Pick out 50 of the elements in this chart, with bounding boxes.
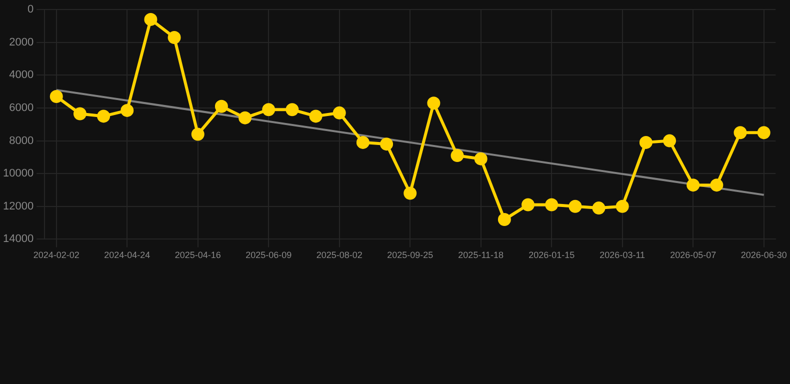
point	[380, 138, 394, 151]
y-tick-label: 12000	[2, 200, 34, 212]
point	[309, 110, 322, 123]
x-tick-label: 2026-01-15	[528, 250, 575, 260]
x-tick-label: 2024-02-02	[33, 250, 80, 260]
y-tick-label: 2000	[9, 36, 34, 48]
point	[214, 100, 228, 113]
y-tick-label: 14000	[2, 233, 34, 246]
x-tick-label: 2026-03-11	[600, 250, 646, 260]
point	[686, 178, 700, 192]
point	[522, 198, 535, 212]
point	[262, 103, 276, 116]
y-tick-label: 0	[27, 4, 34, 16]
point	[356, 136, 370, 149]
point	[168, 30, 181, 44]
point	[568, 200, 582, 213]
y-tick-label: 8000	[9, 134, 34, 147]
point	[498, 213, 511, 226]
x-tick-label: 2026-05-07	[670, 250, 716, 260]
x-tick-label: 2025-08-02	[316, 250, 362, 260]
point	[734, 126, 747, 140]
point	[286, 103, 299, 116]
y-tick-label: 4000	[9, 69, 34, 82]
x-tick-label: 2025-11-18	[458, 250, 504, 260]
x-tick-label: 2025-09-25	[387, 250, 434, 260]
point	[404, 186, 417, 200]
point	[144, 12, 158, 26]
point	[120, 104, 134, 117]
point	[450, 149, 464, 162]
y-tick-label: 6000	[9, 102, 34, 114]
point	[757, 126, 770, 140]
point	[332, 106, 346, 120]
point	[639, 136, 652, 149]
point	[50, 90, 63, 104]
x-tick-label: 2026-06-30	[740, 250, 787, 260]
point	[191, 128, 204, 141]
x-tick-label: 2024-04-24	[104, 250, 150, 260]
point	[73, 107, 86, 120]
point	[592, 202, 606, 215]
x-tick-label: 2025-04-16	[174, 250, 221, 260]
point	[474, 152, 488, 166]
point	[427, 96, 440, 110]
point	[663, 134, 676, 148]
point	[238, 111, 252, 124]
point	[545, 198, 558, 212]
y-tick-label: 10000	[2, 168, 34, 180]
point	[97, 110, 110, 123]
point	[616, 200, 629, 213]
x-tick-label: 2025-06-09	[246, 250, 292, 260]
point	[710, 178, 724, 192]
